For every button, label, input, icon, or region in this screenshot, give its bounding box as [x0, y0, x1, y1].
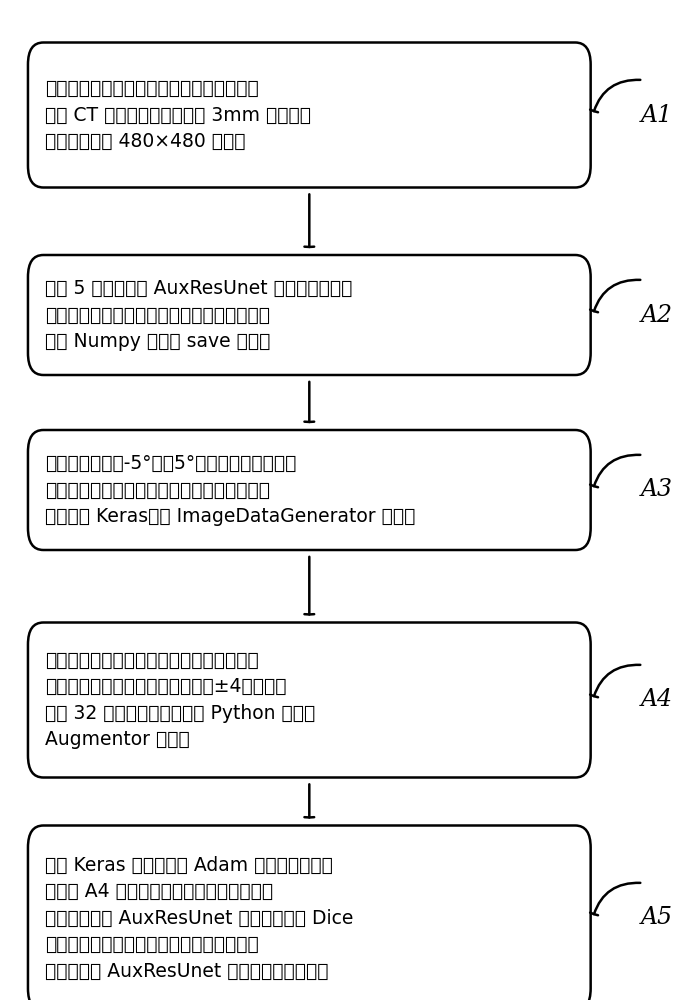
- FancyBboxPatch shape: [28, 826, 591, 1000]
- Text: A4: A4: [641, 688, 673, 712]
- Text: A2: A2: [641, 304, 673, 326]
- Text: 基于 Keras 框架，利用 Adam 网络训练优化器
和步骤 A4 中获取的图像弹性扭曲数据扩充
后的数据训练 AuxResUnet 网络，并采用 Dice
: 基于 Keras 框架，利用 Adam 网络训练优化器 和步骤 A4 中获取的图…: [45, 856, 354, 980]
- Text: A1: A1: [641, 104, 673, 126]
- FancyBboxPatch shape: [28, 430, 591, 550]
- Text: 保留 5 张切片作为 AuxResUnet 网络的训练集，
并将保留的切片保存为五维张量，本步骤通过
调用 Numpy 函数包 save 实现；: 保留 5 张切片作为 AuxResUnet 网络的训练集， 并将保留的切片保存为…: [45, 279, 353, 351]
- FancyBboxPatch shape: [28, 42, 591, 188]
- FancyBboxPatch shape: [28, 622, 591, 778]
- Text: 对每个经过预处理和数据标准化的三维腹部
肝脏 CT 图像数据重新采样为 3mm 的切片厚
度，并采样到 480×480 尺度；: 对每个经过预处理和数据标准化的三维腹部 肝脏 CT 图像数据重新采样为 3mm …: [45, 79, 312, 151]
- Text: 将获取的切片在-5°和＋5°之间应用随机旋转，
以便在训练期间产生合理的肝脏变形，本步骤
通过调用 Keras框架 ImageDataGenerator 实现；: 将获取的切片在-5°和＋5°之间应用随机旋转， 以便在训练期间产生合理的肝脏变形…: [45, 454, 416, 526]
- Text: A3: A3: [641, 479, 673, 502]
- FancyBboxPatch shape: [28, 255, 591, 375]
- Text: 从均匀分布的切片中随机采样进行图像弹性
扭曲的数据扩充操作，最大位移为±4，网格间
距为 32 个，本步骤通过调用 Python 函数包
Augmentor 实: 从均匀分布的切片中随机采样进行图像弹性 扭曲的数据扩充操作，最大位移为±4，网格…: [45, 651, 316, 749]
- Text: A5: A5: [641, 906, 673, 930]
